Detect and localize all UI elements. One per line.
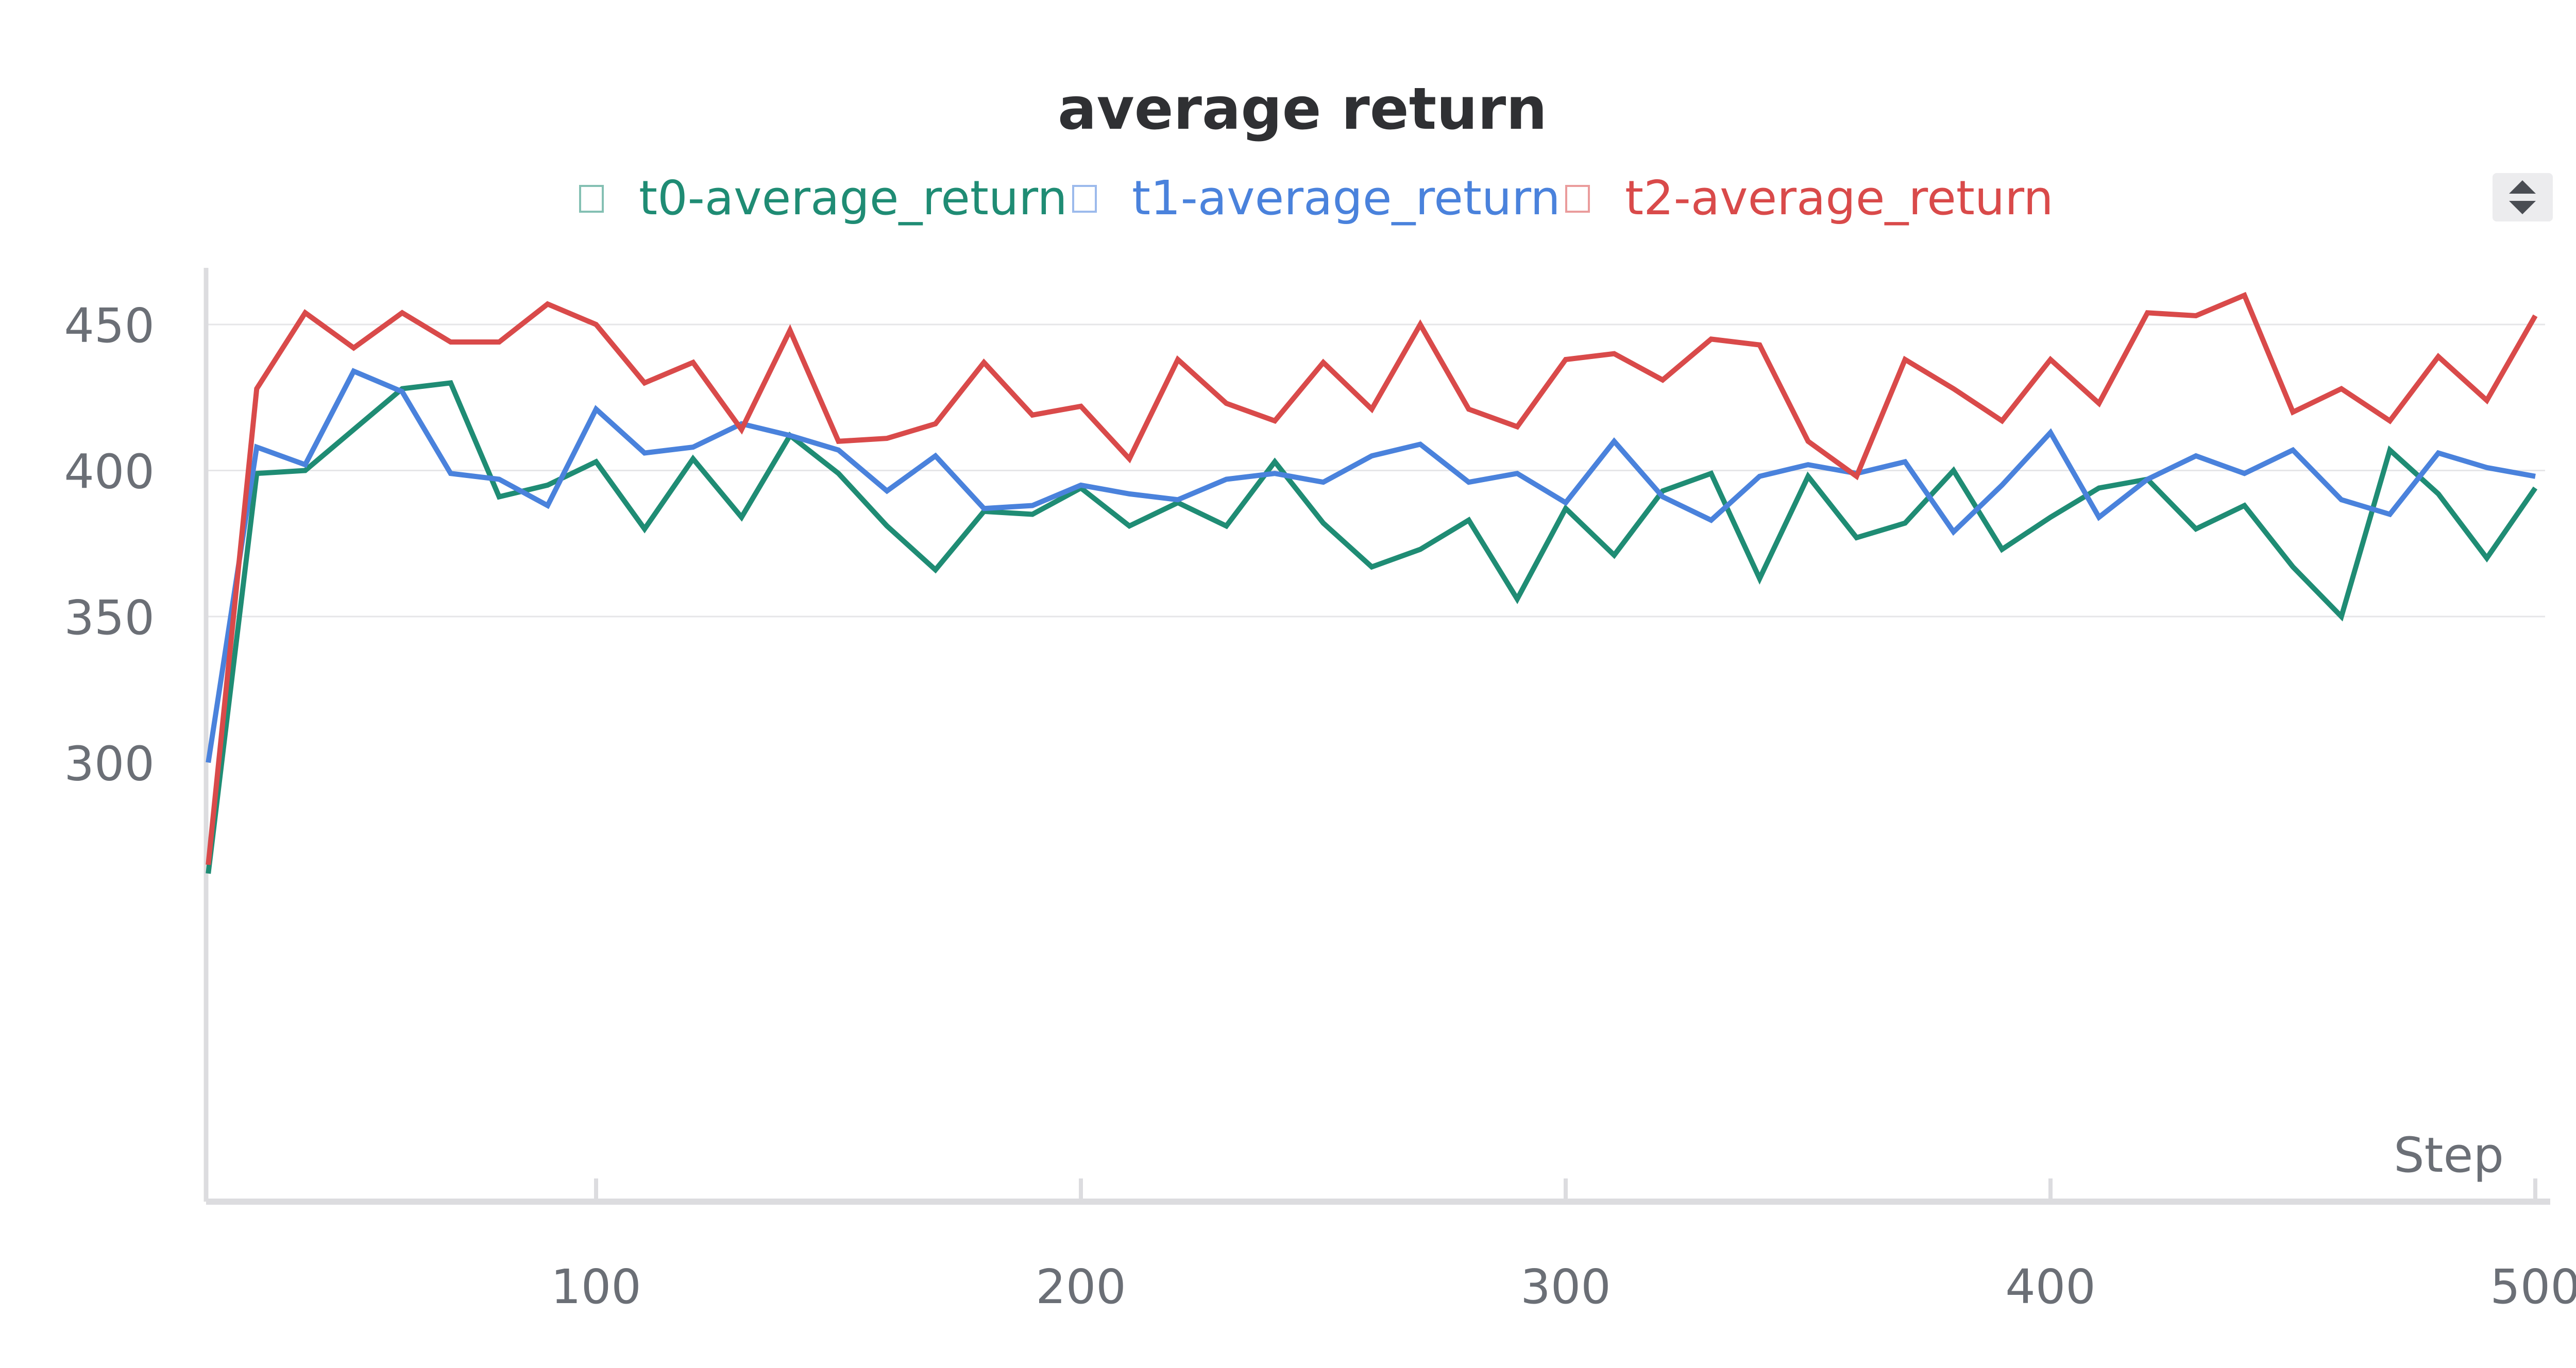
tick-labels: 450 400 350 300 100 200 300 400 500 bbox=[64, 298, 2576, 1314]
x-tick-label: 300 bbox=[1520, 1259, 1611, 1314]
legend-label[interactable]: t2-average_return bbox=[1625, 170, 2054, 226]
legend: t0-average_return t1-average_return t2-ave… bbox=[579, 170, 2054, 226]
legend-swatch[interactable] bbox=[1072, 185, 1097, 213]
x-tick-label: 100 bbox=[551, 1259, 641, 1314]
chart-title: average return bbox=[1058, 76, 1547, 143]
series-lines bbox=[206, 292, 2538, 874]
chevron-down-icon[interactable] bbox=[2509, 201, 2536, 214]
legend-item[interactable]: t1-average_return bbox=[1072, 170, 1561, 226]
legend-label[interactable]: t1-average_return bbox=[1132, 170, 1561, 226]
series-line-t1-average_return bbox=[206, 368, 2536, 763]
x-tick-label: 500 bbox=[2490, 1259, 2576, 1314]
legend-swatch[interactable] bbox=[579, 185, 604, 213]
y-tick-label: 350 bbox=[64, 590, 155, 645]
y-tick-label: 400 bbox=[64, 444, 155, 500]
y-tick-label: 300 bbox=[64, 737, 155, 792]
chevron-up-icon[interactable] bbox=[2509, 180, 2536, 194]
scroll-arrows-background[interactable] bbox=[2493, 173, 2553, 221]
x-tick-label: 400 bbox=[2005, 1259, 2096, 1314]
y-tick-label: 450 bbox=[64, 298, 155, 353]
legend-swatch[interactable] bbox=[1565, 185, 1590, 213]
x-tick-label: 200 bbox=[1036, 1259, 1126, 1314]
x-axis-label: Step bbox=[2394, 1127, 2504, 1184]
legend-label[interactable]: t0-average_return bbox=[639, 170, 1067, 226]
legend-item[interactable]: t0-average_return bbox=[579, 170, 1067, 226]
axes bbox=[204, 268, 2550, 1205]
series-line-t2-average_return bbox=[206, 292, 2538, 865]
legend-item[interactable]: t2-average_return bbox=[1565, 170, 2054, 226]
scroll-arrows-button[interactable] bbox=[2493, 173, 2553, 221]
grid-lines bbox=[206, 323, 2545, 618]
